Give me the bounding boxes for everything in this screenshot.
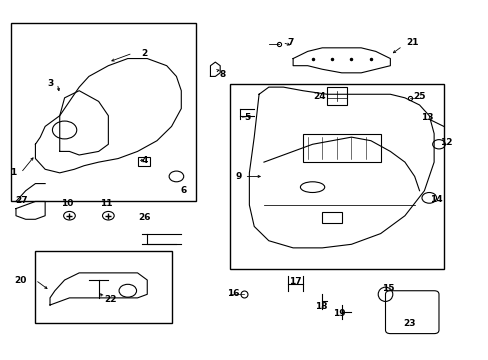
- Text: 12: 12: [439, 138, 451, 147]
- Text: 11: 11: [100, 199, 112, 208]
- Text: 27: 27: [16, 196, 28, 205]
- Text: 24: 24: [313, 91, 325, 100]
- Text: 19: 19: [332, 310, 345, 319]
- Text: 9: 9: [235, 172, 242, 181]
- Text: 26: 26: [138, 213, 151, 222]
- Text: 22: 22: [104, 295, 117, 304]
- Text: 7: 7: [287, 38, 293, 47]
- Text: 20: 20: [15, 275, 27, 284]
- Text: 16: 16: [226, 289, 239, 298]
- Text: 10: 10: [61, 199, 73, 208]
- Text: 2: 2: [142, 49, 148, 58]
- Text: 17: 17: [288, 277, 301, 286]
- Text: 5: 5: [244, 113, 249, 122]
- Text: 1: 1: [10, 168, 17, 177]
- Bar: [322, 212, 341, 223]
- Text: 6: 6: [180, 185, 186, 194]
- Bar: [137, 157, 149, 166]
- Text: 25: 25: [412, 91, 425, 100]
- Text: 23: 23: [403, 319, 415, 328]
- Text: 14: 14: [429, 195, 442, 204]
- Text: 3: 3: [47, 79, 53, 88]
- Text: 18: 18: [314, 302, 327, 311]
- Text: 21: 21: [405, 38, 418, 47]
- Bar: [326, 87, 346, 105]
- Text: 13: 13: [420, 113, 432, 122]
- Text: 4: 4: [142, 156, 148, 165]
- Bar: [302, 134, 380, 162]
- Text: 8: 8: [219, 70, 225, 79]
- Text: 15: 15: [381, 284, 393, 293]
